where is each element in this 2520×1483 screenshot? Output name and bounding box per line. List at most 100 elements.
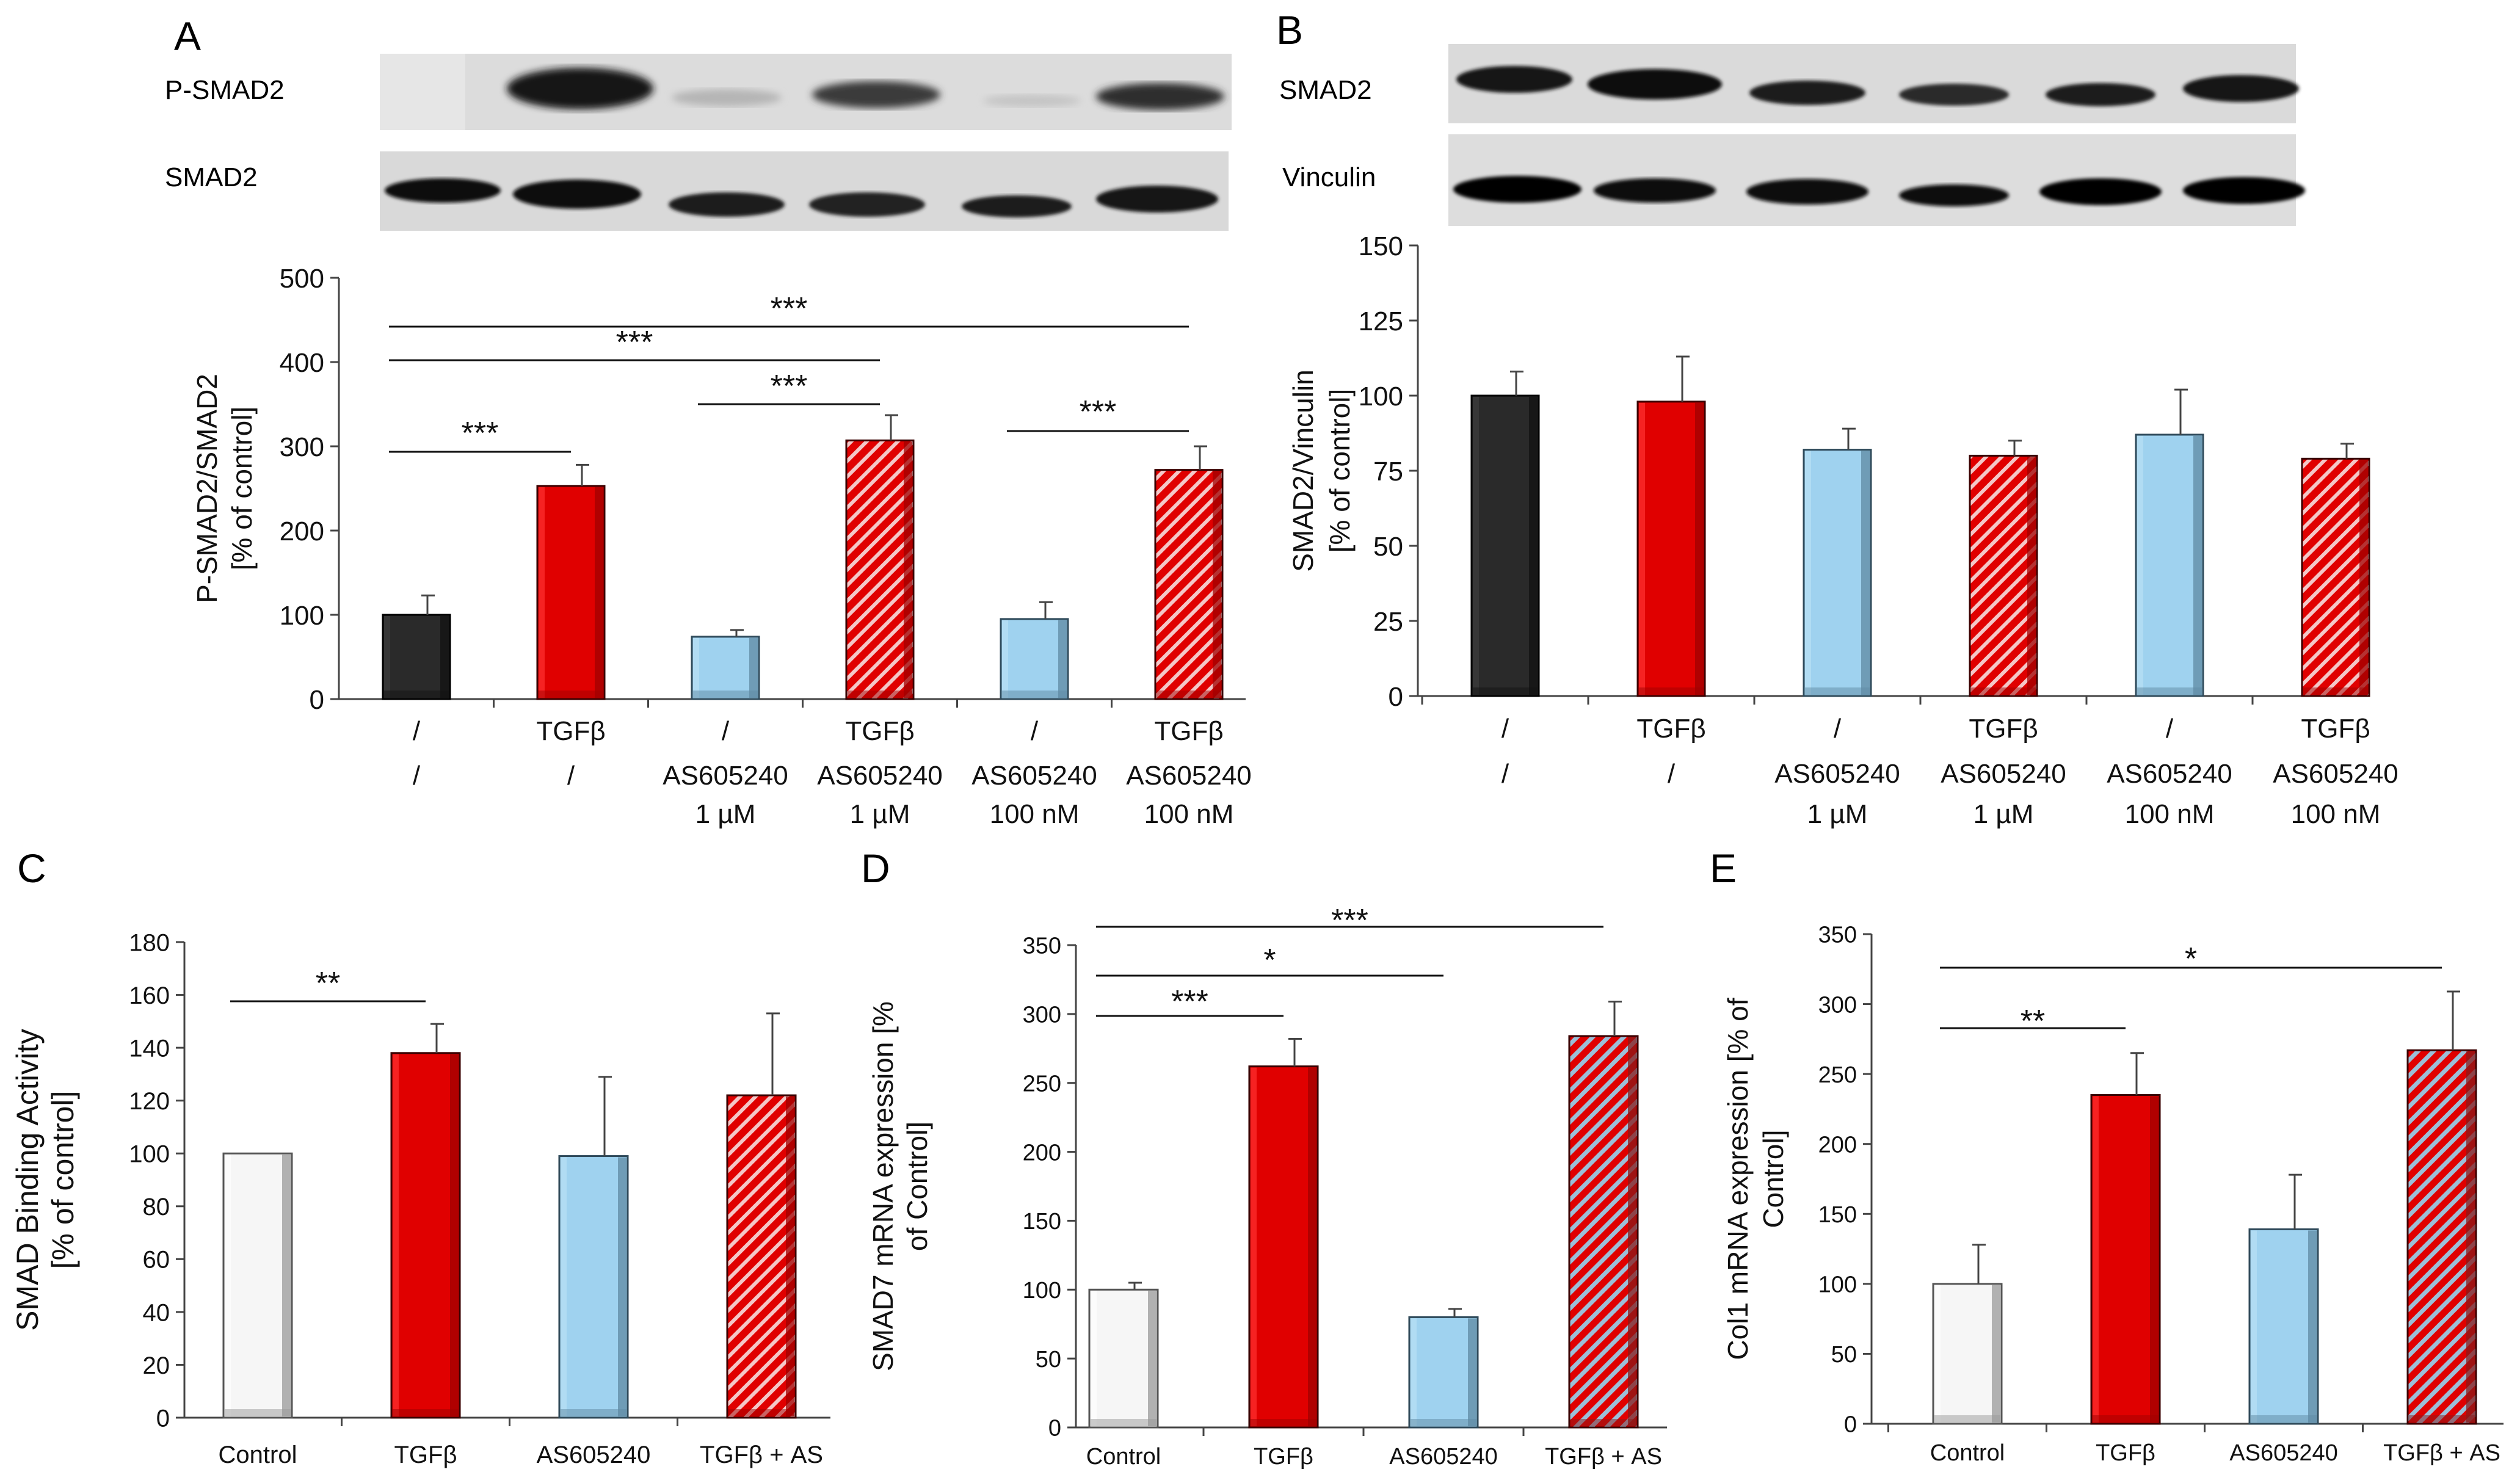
y-tick-label: 500 — [280, 264, 324, 294]
x-category-label: AS605240 — [537, 1441, 651, 1468]
bar-4 — [1568, 1035, 1639, 1429]
bar-5 — [1000, 618, 1069, 700]
blot-label-smad2-a: SMAD2 — [165, 162, 258, 192]
y-axis-label: P-SMAD2/SMAD2 — [191, 374, 223, 603]
x-category-label: AS605240 — [663, 761, 788, 791]
x-category-label: TGFβ — [1969, 714, 2038, 744]
y-axis-label: Control] — [1757, 1129, 1789, 1228]
bar-1 — [1088, 1288, 1159, 1429]
y-tick-label: 50 — [1831, 1342, 1857, 1368]
x-category-label: TGFβ — [536, 716, 605, 746]
y-tick-label: 0 — [1389, 682, 1403, 712]
x-category-label: AS605240 — [817, 761, 943, 791]
bar-1 — [1932, 1283, 2003, 1425]
x-category-label: 100 nM — [2291, 799, 2381, 829]
y-tick-label: 300 — [1818, 992, 1857, 1018]
x-category-label: TGFβ — [394, 1441, 457, 1468]
y-tick-label: 200 — [280, 517, 324, 546]
x-category-label: AS605240 — [1389, 1444, 1498, 1470]
x-category-label: TGFβ + AS — [1545, 1444, 1662, 1470]
y-tick-label: 400 — [280, 348, 324, 378]
blot-image-vinculin-b — [1448, 134, 2305, 226]
x-category-label: AS605240 — [971, 761, 1097, 791]
y-axis-label: SMAD2/Vinculin — [1287, 369, 1319, 572]
x-category-label: TGFβ — [2301, 714, 2370, 744]
x-category-label: 1 µM — [1974, 799, 2034, 829]
x-category-label: / — [413, 716, 421, 746]
x-category-label: AS605240 — [2107, 759, 2232, 789]
bar-4 — [2406, 1049, 2477, 1425]
x-category-label: TGFβ — [1636, 714, 1705, 744]
x-category-label: / — [1031, 716, 1039, 746]
bar-2 — [1636, 401, 1706, 697]
y-tick-label: 250 — [1023, 1071, 1061, 1097]
y-tick-label: 100 — [280, 601, 324, 631]
y-axis-label: Col1 mRNA expression [% of — [1722, 998, 1754, 1360]
x-category-label: Control — [219, 1441, 297, 1468]
panel-letter-d: D — [861, 846, 890, 891]
x-category-label: / — [1501, 714, 1509, 744]
bar-6 — [1154, 469, 1224, 700]
y-axis-label: [% of control] — [46, 1091, 80, 1269]
y-tick-label: 150 — [1359, 231, 1403, 261]
blot-label-p-smad2-a: P-SMAD2 — [165, 75, 285, 105]
x-category-label: TGFβ + AS — [700, 1441, 823, 1468]
x-category-label: 100 nM — [990, 799, 1080, 829]
bar-3 — [1408, 1316, 1479, 1429]
chart-panel-b: 0 25 50 75 100 125 150 SMAD2/Vinculin [% of cont… — [1287, 231, 2398, 829]
y-tick-label: 50 — [1373, 532, 1403, 562]
y-tick-label: 100 — [1359, 382, 1403, 412]
y-tick-label: 120 — [129, 1088, 170, 1115]
x-category-label: 1 µM — [1807, 799, 1868, 829]
y-tick-label: 100 — [1818, 1272, 1857, 1298]
y-tick-label: 60 — [143, 1247, 170, 1274]
chart-panel-c: 0 20 40 60 80 100 120 140 160 180 SMAD Binding Act… — [10, 929, 830, 1468]
x-category-label: / — [2166, 714, 2174, 744]
y-tick-label: 125 — [1359, 306, 1403, 336]
y-tick-label: 25 — [1373, 607, 1403, 637]
y-tick-label: 100 — [1023, 1278, 1061, 1304]
bar-2 — [390, 1052, 461, 1419]
bar-3 — [2248, 1228, 2319, 1425]
blot-image-smad2-b — [1448, 44, 2299, 123]
significance-label: ** — [2021, 1004, 2045, 1039]
panel-letter-b: B — [1276, 7, 1303, 53]
y-axis-label: of Control] — [901, 1122, 933, 1251]
x-category-label: Control — [1930, 1440, 2005, 1466]
bar-4 — [1969, 454, 2038, 697]
x-category-label: TGFβ — [1154, 716, 1223, 746]
bar-3 — [558, 1155, 629, 1419]
x-category-label: AS605240 — [1941, 759, 2066, 789]
x-category-label: Control — [1086, 1444, 1161, 1470]
x-category-label: 1 µM — [850, 799, 910, 829]
x-category-label: TGFβ — [2096, 1440, 2155, 1466]
y-tick-label: 150 — [1023, 1209, 1061, 1235]
x-category-label: 100 nM — [1144, 799, 1234, 829]
blot-label-smad2-b: SMAD2 — [1279, 75, 1372, 105]
y-tick-label: 250 — [1818, 1062, 1857, 1088]
y-tick-label: 300 — [1023, 1003, 1061, 1028]
x-category-label: / — [567, 761, 575, 791]
y-tick-label: 200 — [1023, 1140, 1061, 1166]
y-tick-label: 75 — [1373, 457, 1403, 487]
chart-panel-d: 0 50 100 150 200 250 300 350 SMAD7 mRNA expressi… — [867, 903, 1667, 1470]
x-category-label: AS605240 — [1774, 759, 1900, 789]
y-tick-label: 140 — [129, 1035, 170, 1062]
blot-label-vinculin-b: Vinculin — [1282, 162, 1376, 192]
bar-1 — [222, 1152, 293, 1419]
y-axis-label: SMAD Binding Activity — [10, 1029, 45, 1331]
x-category-label: TGFβ — [845, 716, 914, 746]
y-tick-label: 40 — [143, 1299, 170, 1326]
y-axis-label: SMAD7 mRNA expression [% — [867, 1001, 899, 1371]
significance-label: * — [2185, 941, 2197, 977]
x-category-label: 1 µM — [695, 799, 756, 829]
x-category-label: / — [1501, 759, 1509, 789]
significance-label: *** — [771, 291, 808, 327]
bar-3 — [691, 636, 760, 700]
y-tick-label: 0 — [1048, 1416, 1061, 1441]
y-tick-label: 180 — [129, 929, 170, 956]
y-tick-label: 300 — [280, 432, 324, 462]
bar-4 — [726, 1094, 797, 1419]
bar-3 — [1803, 449, 1872, 697]
x-category-label: AS605240 — [2229, 1440, 2338, 1466]
